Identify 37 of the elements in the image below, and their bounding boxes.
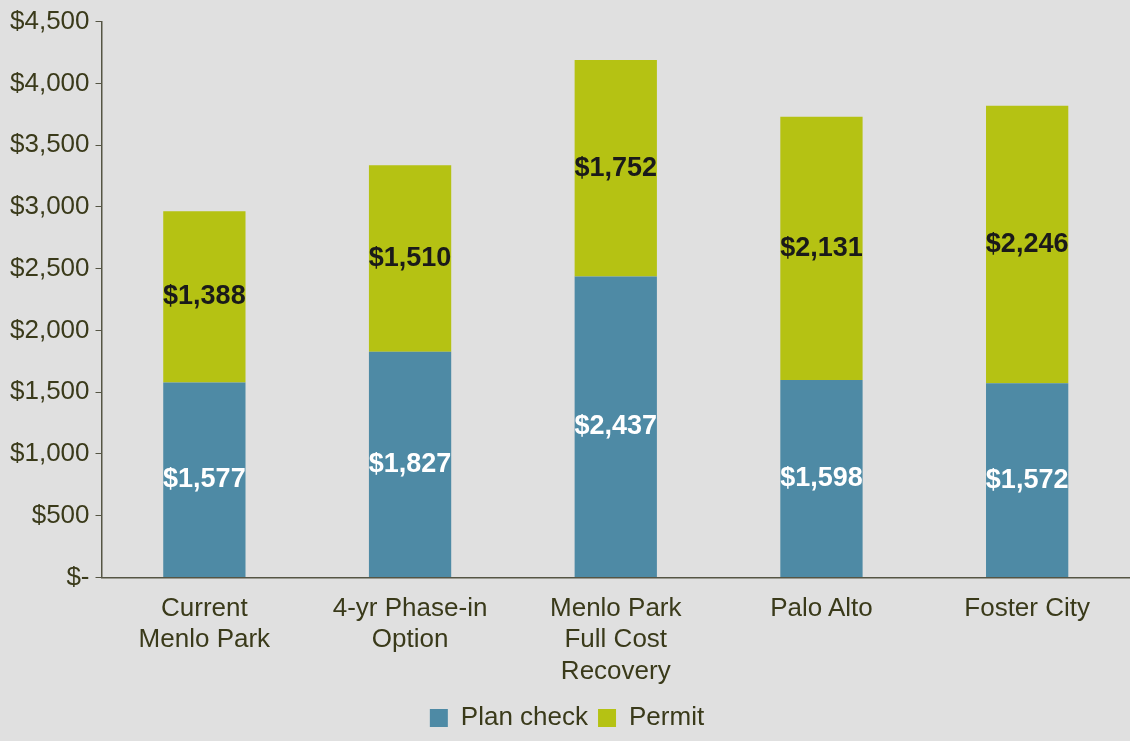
data-label: $2,246 [985,227,1069,258]
y-tick-label: $4,500 [9,4,90,35]
x-tick-label: 4-yr Phase-in Option [332,592,488,654]
data-label: $1,577 [163,463,246,494]
bar [368,351,452,577]
bar [574,276,657,577]
data-label: $2,437 [574,410,658,441]
bar [780,380,863,577]
data-label: $1,510 [368,241,452,272]
x-tick-label: Menlo Park Full Cost Recovery [550,592,683,685]
bar [163,211,246,383]
bar [986,383,1069,577]
data-label: $2,131 [780,231,863,262]
bar [986,105,1069,384]
y-tick-label: $3,000 [9,190,90,221]
data-label: $1,598 [780,461,863,492]
x-tick-label: Palo Alto [770,592,873,623]
data-label: $1,827 [368,447,452,478]
bar [163,382,246,577]
data-label: $1,388 [163,280,246,311]
data-label: $1,572 [985,463,1069,494]
y-tick-label: $- [66,560,90,591]
legend-label: Permit [629,701,705,732]
bar [780,116,863,381]
y-tick-label: $2,000 [9,313,90,344]
y-tick-label: $3,500 [9,128,90,159]
y-tick-label: $1,000 [9,437,90,468]
y-tick-label: $1,500 [9,375,90,406]
data-label: $1,752 [574,151,658,182]
bar [368,165,452,352]
y-tick-label: $2,500 [9,251,90,282]
x-tick-label: Current Menlo Park [138,592,272,654]
x-tick-label: Foster City [964,592,1090,623]
bar [574,60,657,277]
y-tick-label: $4,000 [9,66,90,97]
y-tick-label: $500 [31,498,90,529]
legend-label: Plan check [460,701,590,732]
